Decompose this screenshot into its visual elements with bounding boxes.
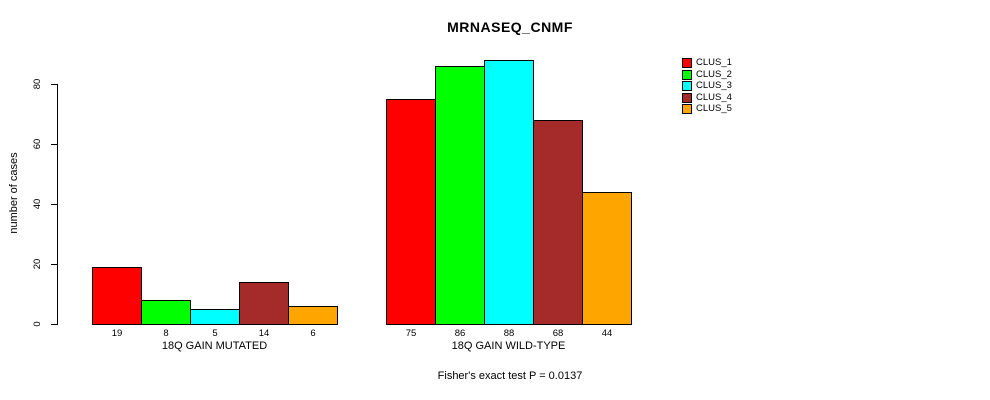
y-tick bbox=[51, 84, 57, 85]
annotation-text: Fisher's exact test P = 0.0137 bbox=[437, 370, 583, 382]
bar-value-label: 6 bbox=[310, 328, 316, 339]
bar-18q-gain-mutated-clus_1 bbox=[92, 267, 142, 325]
bar-value-label: 88 bbox=[503, 328, 515, 339]
legend-swatch-clus-1 bbox=[682, 58, 692, 68]
legend-item-clus-3: CLUS_3 bbox=[682, 81, 732, 91]
bar-18q-gain-wild-type-clus_3 bbox=[484, 60, 534, 325]
bar-18q-gain-mutated-clus_4 bbox=[239, 282, 289, 325]
legend-item-clus-1: CLUS_1 bbox=[682, 58, 732, 68]
bar-18q-gain-wild-type-clus_4 bbox=[533, 120, 583, 325]
bar-value-label: 68 bbox=[552, 328, 564, 339]
legend-item-clus-4: CLUS_4 bbox=[682, 91, 732, 103]
bar-value-label: 8 bbox=[163, 328, 169, 339]
y-tick bbox=[51, 264, 57, 265]
bar-18q-gain-wild-type-clus_1 bbox=[386, 99, 436, 325]
group-label-wild-type: 18Q GAIN WILD-TYPE bbox=[451, 340, 566, 352]
legend-label: CLUS_4 bbox=[696, 91, 732, 103]
legend-swatch-clus-2 bbox=[682, 69, 692, 80]
y-tick-label: 60 bbox=[32, 138, 43, 150]
y-tick bbox=[51, 324, 57, 325]
group-label-mutated: 18Q GAIN MUTATED bbox=[161, 340, 268, 352]
bar-value-label: 19 bbox=[111, 328, 123, 339]
y-tick-label: 0 bbox=[32, 321, 43, 327]
bar-value-label: 5 bbox=[212, 328, 218, 339]
legend: CLUS_1 CLUS_2 CLUS_3 CLUS_4 CLUS_5 bbox=[682, 58, 732, 116]
bar-18q-gain-mutated-clus_3 bbox=[190, 309, 240, 325]
legend-label: CLUS_5 bbox=[696, 103, 732, 114]
y-tick-label: 20 bbox=[32, 258, 43, 270]
bar-18q-gain-wild-type-clus_2 bbox=[435, 66, 485, 325]
bar-18q-gain-mutated-clus_5 bbox=[288, 306, 338, 325]
legend-label: CLUS_1 bbox=[696, 57, 732, 68]
chart-title: MRNASEQ_CNMF bbox=[447, 19, 573, 35]
legend-label: CLUS_2 bbox=[696, 68, 732, 80]
y-tick bbox=[51, 204, 57, 205]
legend-swatch-clus-5 bbox=[682, 104, 692, 114]
legend-item-clus-5: CLUS_5 bbox=[682, 104, 732, 114]
y-tick bbox=[51, 144, 57, 145]
bar-value-label: 75 bbox=[405, 328, 417, 339]
legend-item-clus-2: CLUS_2 bbox=[682, 68, 732, 80]
bar-18q-gain-wild-type-clus_5 bbox=[582, 192, 632, 325]
bar-value-label: 44 bbox=[601, 328, 613, 339]
y-axis-label: number of cases bbox=[8, 152, 20, 234]
legend-label: CLUS_3 bbox=[696, 80, 732, 91]
y-axis-line bbox=[57, 84, 58, 325]
y-tick-label: 80 bbox=[32, 78, 43, 90]
legend-swatch-clus-3 bbox=[682, 81, 692, 91]
legend-swatch-clus-4 bbox=[682, 92, 692, 103]
bar-18q-gain-mutated-clus_2 bbox=[141, 300, 191, 325]
bar-value-label: 14 bbox=[258, 328, 270, 339]
bar-value-label: 86 bbox=[454, 328, 466, 339]
y-tick-label: 40 bbox=[32, 198, 43, 210]
